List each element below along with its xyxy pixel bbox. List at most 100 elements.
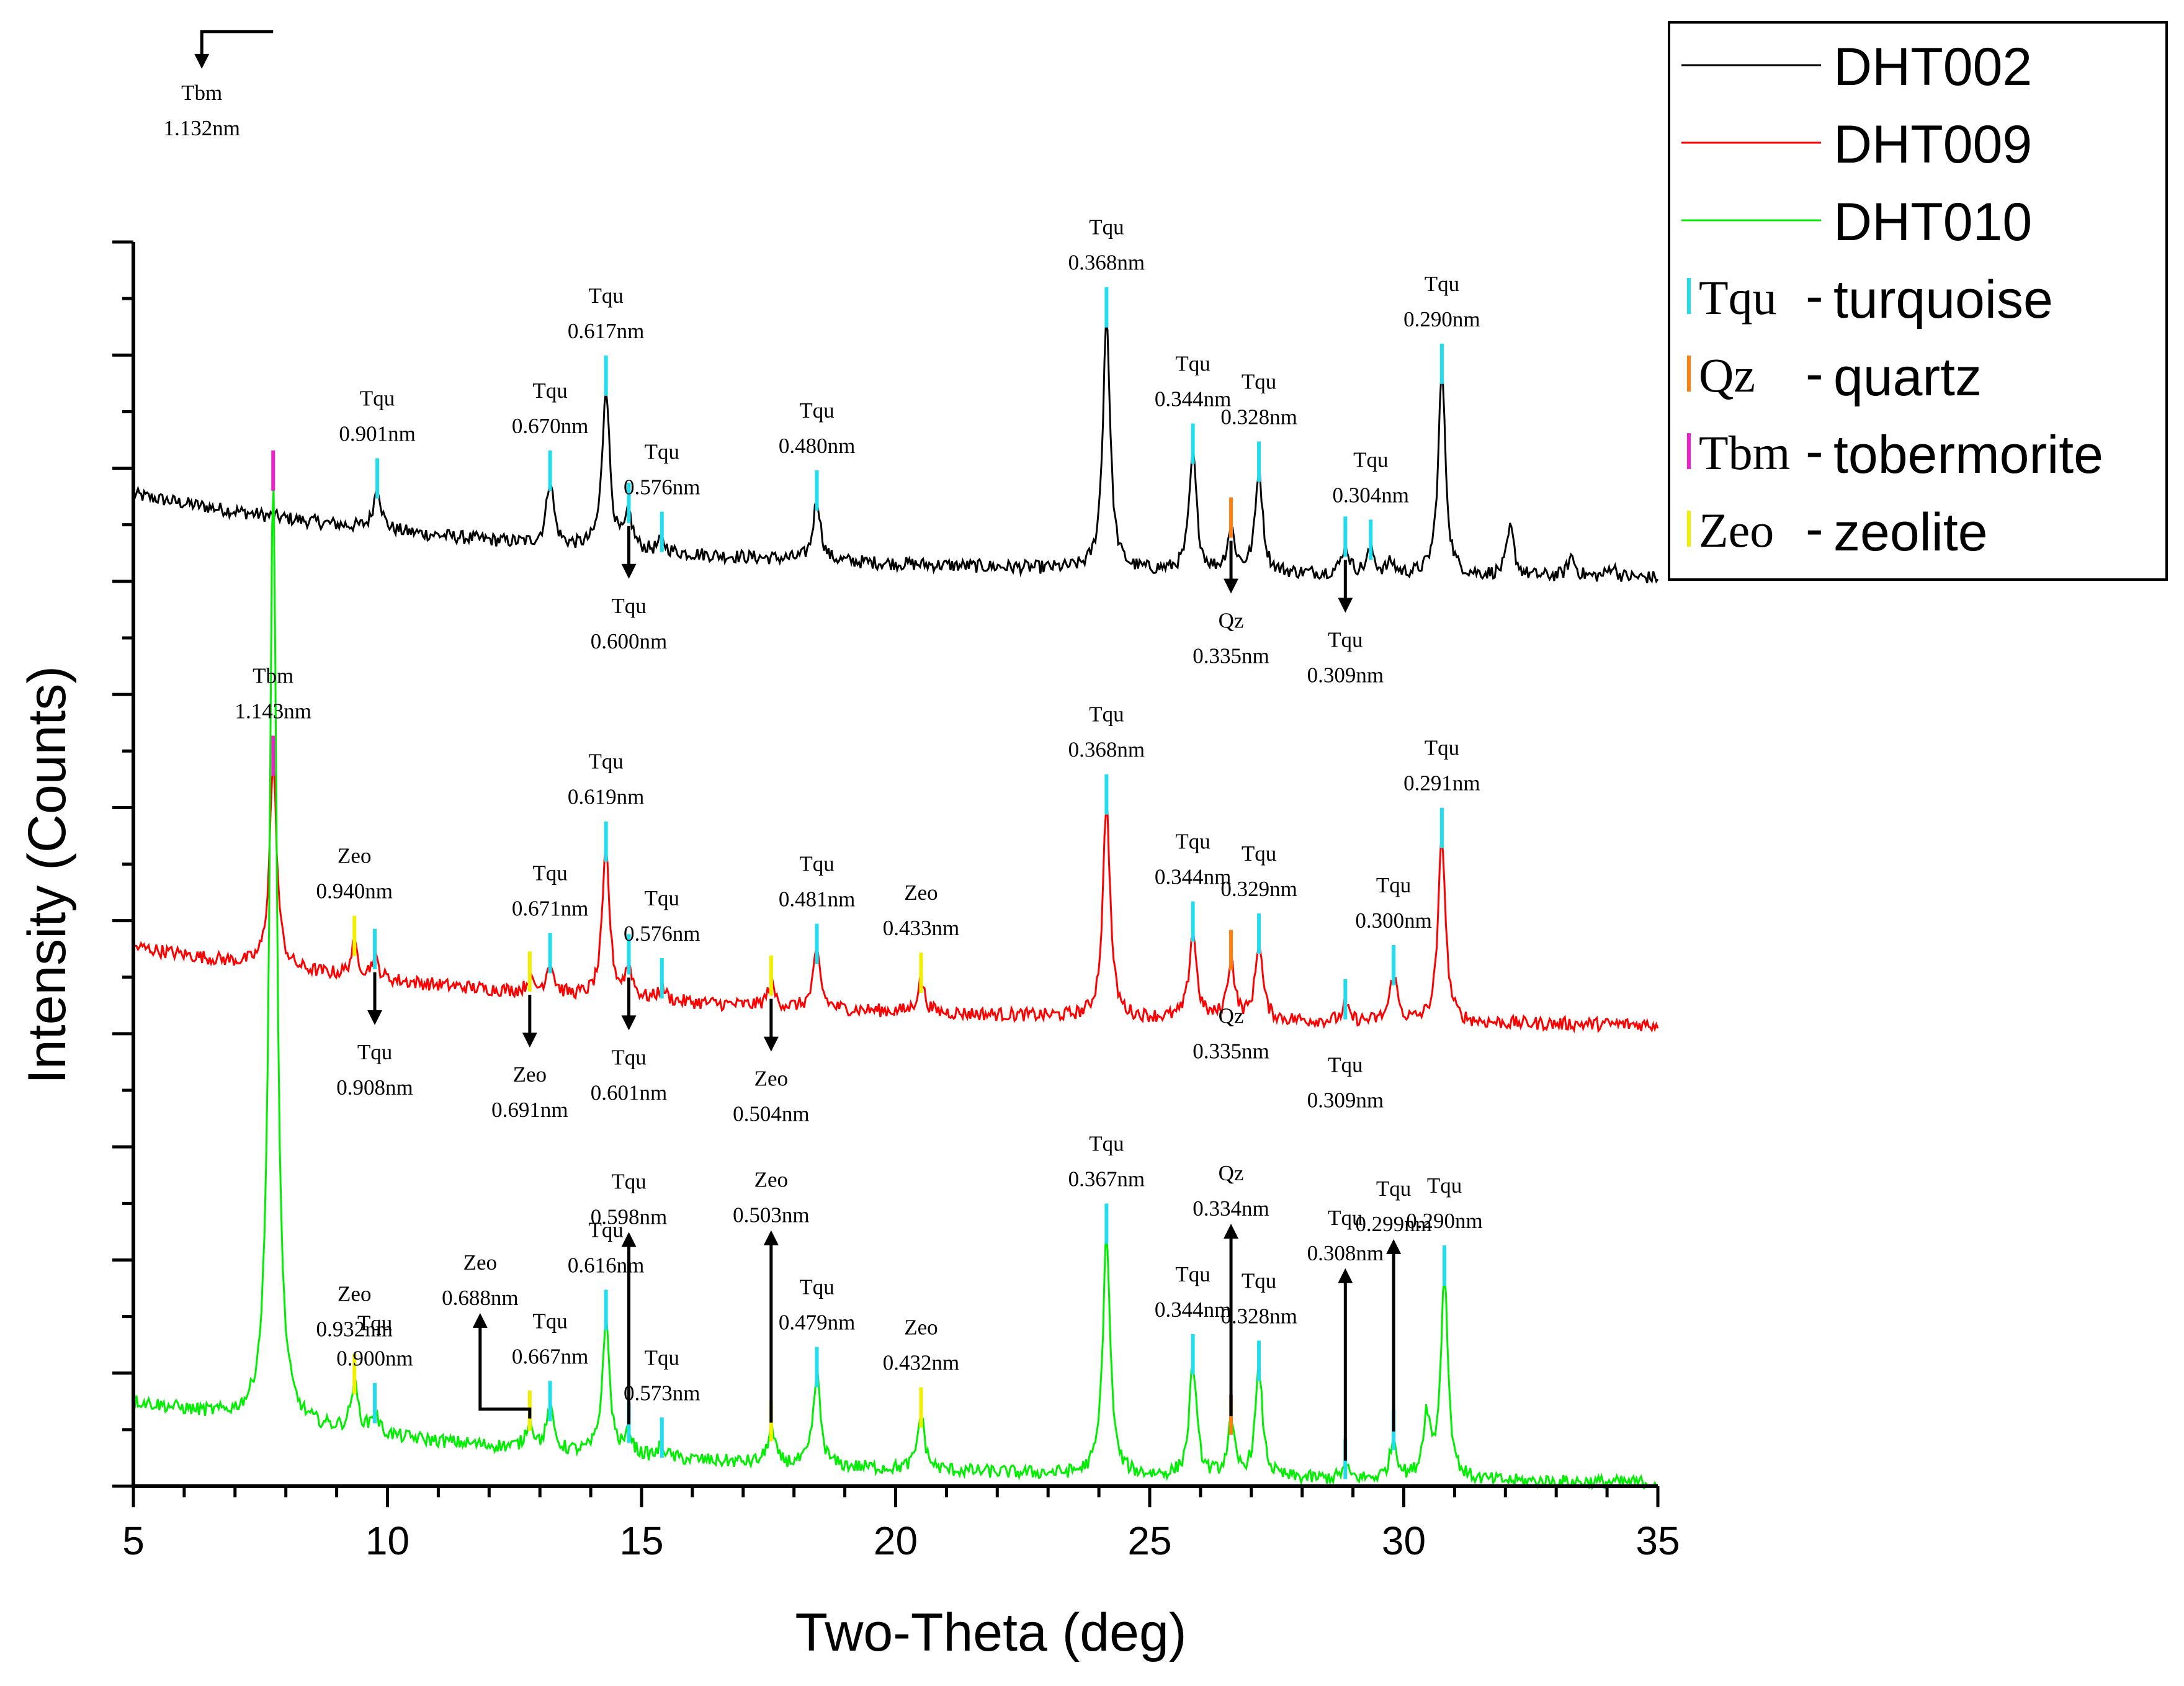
- annotation-d-spacing: 0.309nm: [1307, 663, 1384, 687]
- annotation-d-spacing: 0.691nm: [491, 1098, 568, 1122]
- annotation-phase: Tqu: [532, 379, 567, 403]
- annotation-d-spacing: 0.432nm: [883, 1351, 959, 1375]
- annotation-d-spacing: 0.576nm: [624, 475, 700, 500]
- annotation-d-spacing: 0.576nm: [624, 921, 700, 946]
- annotation-phase: Tqu: [1427, 1173, 1462, 1198]
- legend-separator: -: [1806, 499, 1824, 558]
- annotation-arrow-head: [763, 1036, 779, 1052]
- annotation-d-spacing: 0.901nm: [339, 421, 415, 446]
- annotation-arrow-head: [1386, 1239, 1402, 1254]
- annotation-d-spacing: 0.368nm: [1068, 738, 1145, 762]
- annotation-d-spacing: 0.481nm: [779, 887, 855, 912]
- annotation-d-spacing: 0.300nm: [1355, 908, 1431, 933]
- annotation-d-spacing: 0.619nm: [568, 785, 644, 809]
- annotation-phase: Tqu: [799, 1275, 834, 1299]
- annotation-phase: Tqu: [357, 1040, 392, 1064]
- legend-phase-name: tobermorite: [1833, 425, 2103, 485]
- annotation-d-spacing: 0.600nm: [591, 629, 667, 653]
- annotation-d-spacing: 0.670nm: [512, 414, 588, 438]
- annotation-d-spacing: 0.299nm: [1355, 1212, 1431, 1236]
- legend-phase-abbr: Zeo: [1699, 503, 1774, 557]
- annotation-d-spacing: 0.309nm: [1307, 1088, 1384, 1113]
- annotation-phase: Tqu: [1425, 272, 1459, 296]
- annotation-phase: Tbm: [253, 664, 293, 688]
- legend-separator: -: [1806, 266, 1824, 326]
- annotation-phase: Tqu: [1089, 702, 1124, 727]
- annotation-phase: Tqu: [360, 386, 395, 410]
- legend-phase-name: quartz: [1833, 348, 1982, 407]
- annotation-d-spacing: 0.601nm: [591, 1080, 667, 1105]
- annotation-phase: Tqu: [645, 886, 679, 910]
- annotation-d-spacing: 0.367nm: [1068, 1167, 1145, 1191]
- annotation-d-spacing: 0.344nm: [1155, 387, 1231, 411]
- legend-separator: -: [1806, 421, 1824, 481]
- annotation-d-spacing: 0.503nm: [733, 1203, 809, 1227]
- x-tick-label: 15: [619, 1518, 663, 1563]
- annotation-d-spacing: 0.329nm: [1220, 877, 1297, 901]
- annotation-arrow-head: [1224, 578, 1239, 594]
- annotation-phase: Tqu: [1089, 1131, 1124, 1155]
- annotation-phase: Tqu: [1328, 627, 1363, 652]
- annotation-phase: Tqu: [1242, 1269, 1276, 1293]
- annotation-d-spacing: 0.308nm: [1307, 1241, 1384, 1265]
- annotation-phase: Tqu: [799, 852, 834, 876]
- x-tick-label: 30: [1382, 1518, 1426, 1563]
- annotation-phase: Zeo: [904, 1316, 938, 1340]
- annotation-d-spacing: 0.335nm: [1193, 644, 1269, 668]
- annotation-phase: Tqu: [1425, 736, 1459, 760]
- annotation-phase: Tqu: [1175, 1262, 1210, 1286]
- annotation-arrow-head: [621, 563, 637, 579]
- x-axis-title: Two-Theta (deg): [795, 1603, 1187, 1662]
- annotation-phase: Zeo: [754, 1168, 788, 1192]
- annotation-d-spacing: 0.290nm: [1403, 307, 1480, 331]
- annotation-d-spacing: 1.132nm: [163, 116, 239, 140]
- annotation-d-spacing: 1.143nm: [235, 699, 311, 724]
- legend-separator: -: [1806, 344, 1824, 403]
- legend-series-label: DHT009: [1833, 115, 2032, 174]
- annotation-d-spacing: 0.908nm: [336, 1075, 413, 1100]
- x-tick-label: 5: [122, 1518, 145, 1563]
- axes: 5 10 15 20 25 30 35: [112, 240, 1680, 1563]
- annotation-phase: Tqu: [588, 1217, 623, 1242]
- annotation-arrow-head: [522, 1033, 537, 1048]
- annotation-phase: Tqu: [1175, 351, 1210, 375]
- annotation-d-spacing: 0.344nm: [1155, 865, 1231, 889]
- annotation-d-spacing: 0.368nm: [1068, 251, 1145, 275]
- annotation-d-spacing: 0.480nm: [779, 434, 855, 458]
- annotation-phase: Zeo: [904, 881, 938, 905]
- series-layer: [132, 319, 1659, 1491]
- legend-phase-abbr: Tqu: [1699, 271, 1777, 325]
- annotation-phase: Tqu: [645, 1345, 679, 1370]
- annotation-phase: Tqu: [611, 1169, 646, 1193]
- annotation-phase: Tbm: [181, 81, 222, 105]
- annotation-elbow-line: [478, 1321, 532, 1419]
- annotation-d-spacing: 0.344nm: [1155, 1298, 1231, 1322]
- annotation-d-spacing: 0.617nm: [568, 319, 644, 343]
- x-tick-label: 25: [1127, 1518, 1171, 1563]
- annotation-arrow-head: [1224, 1224, 1239, 1239]
- annotation-phase: Tqu: [1175, 830, 1210, 854]
- annotation-phase: Tqu: [1089, 215, 1124, 240]
- annotation-arrow-head: [621, 1015, 637, 1031]
- x-tick-label: 10: [365, 1518, 410, 1563]
- annotation-phase: Tqu: [1242, 369, 1276, 393]
- annotation-arrow-head: [472, 1312, 488, 1328]
- annotation-d-spacing: 0.688nm: [442, 1286, 518, 1310]
- annotation-phase: Tqu: [532, 861, 567, 885]
- annotation-d-spacing: 0.598nm: [591, 1204, 667, 1229]
- series-line-dht002: [132, 319, 1659, 584]
- annotation-d-spacing: 0.291nm: [1403, 771, 1480, 796]
- annotation-d-spacing: 0.616nm: [568, 1253, 644, 1277]
- annotation-arrow-head: [621, 1232, 637, 1247]
- annotation-elbow-line: [200, 30, 274, 56]
- annotation-phase: Zeo: [754, 1067, 788, 1091]
- annotation-d-spacing: 0.504nm: [733, 1102, 809, 1126]
- annotation-phase: Tqu: [588, 750, 623, 774]
- annotation-phase: Tqu: [357, 1311, 392, 1335]
- legend-phase-abbr: Qz: [1699, 348, 1755, 402]
- annotation-phase: Zeo: [463, 1250, 497, 1275]
- legend-box: [1668, 21, 2168, 581]
- series-line-dht010: [132, 487, 1658, 1491]
- y-axis-title: Intensity (Counts): [17, 666, 77, 1084]
